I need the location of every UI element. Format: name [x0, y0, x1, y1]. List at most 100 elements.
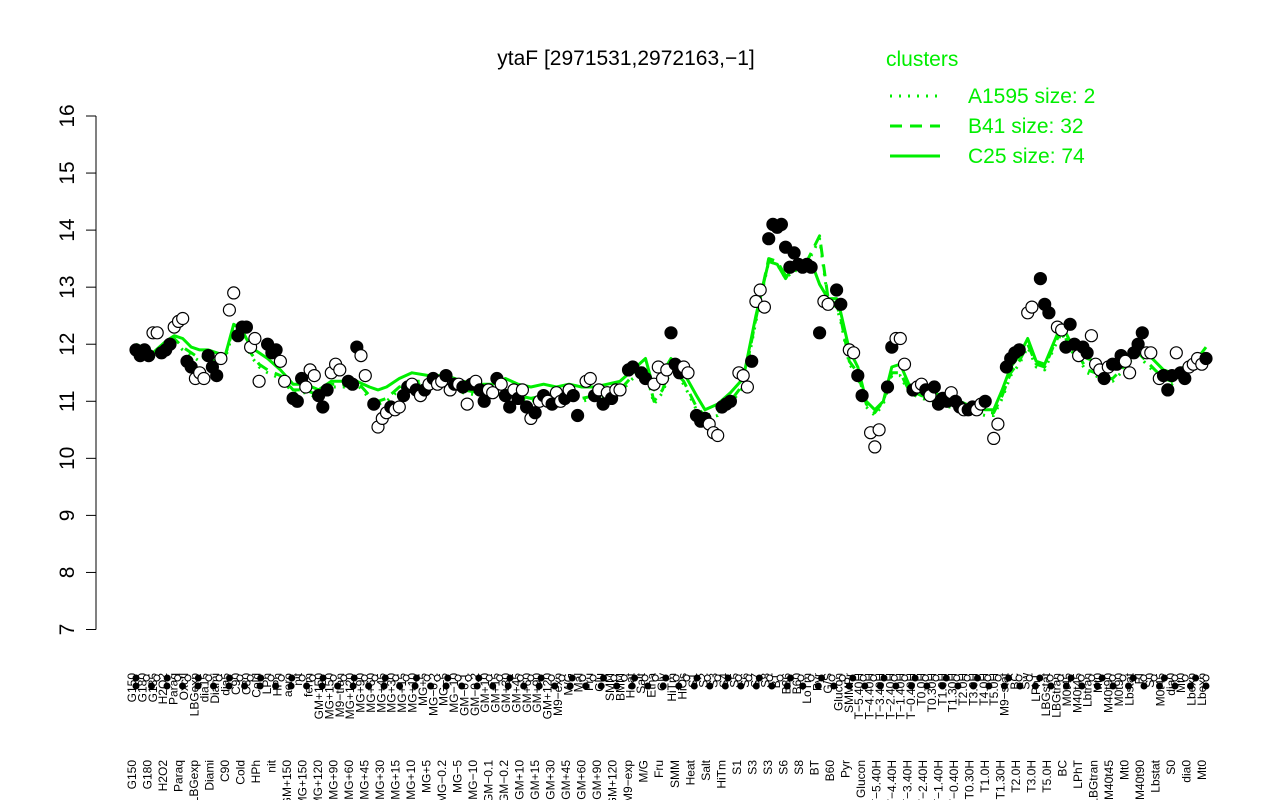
x-marker-top [361, 674, 368, 682]
x-marker-top [153, 674, 161, 682]
x-tick-label: LPhT [1071, 759, 1085, 788]
x-marker-bottom [551, 682, 559, 690]
x-marker-bottom [520, 682, 528, 690]
x-tick-label: GM+90 [530, 673, 544, 713]
x-marker-bottom [799, 682, 807, 690]
x-tick-label: T−3.40H [900, 760, 914, 800]
x-marker-bottom [675, 682, 683, 690]
data-point [1169, 346, 1183, 360]
legend-entry-c25: C25 size: 74 [968, 145, 1085, 168]
x-marker-bottom [690, 682, 698, 690]
x-tick-label: S6 [776, 760, 790, 775]
x-marker-top [703, 674, 711, 682]
x-marker-top [610, 674, 618, 682]
x-tick-label: S0 [1164, 760, 1178, 775]
data-point [142, 349, 156, 363]
data-point [1131, 337, 1145, 351]
x-marker-bottom [752, 682, 760, 690]
x-marker-top [142, 674, 150, 682]
x-marker-bottom [473, 682, 481, 690]
data-point [880, 380, 895, 394]
x-marker-bottom [907, 682, 915, 690]
x-marker-bottom [318, 682, 326, 690]
x-marker-top [911, 674, 919, 682]
legend-entry-b41: B41 size: 32 [968, 115, 1084, 138]
x-marker-top [994, 674, 1002, 682]
data-point [893, 331, 907, 346]
x-marker-bottom [659, 682, 667, 690]
data-point [176, 311, 190, 326]
x-tick-label: GM+10 [478, 673, 492, 713]
x-marker-top [579, 674, 587, 682]
x-marker-bottom [830, 682, 838, 690]
x-tick-label: MG+150 [322, 673, 336, 720]
x-marker-bottom [1000, 682, 1008, 690]
x-tick-label: S3 [761, 760, 775, 775]
x-marker-bottom [721, 682, 729, 690]
x-marker-bottom [644, 682, 652, 690]
x-marker-top [527, 674, 535, 682]
x-marker-top [433, 674, 441, 682]
x-marker-top [776, 674, 784, 682]
x-marker-bottom [597, 682, 605, 690]
x-marker-top [922, 674, 929, 682]
data-point [812, 326, 827, 340]
x-tick-label: S3 [745, 760, 759, 775]
x-marker-top [1005, 674, 1013, 682]
x-marker-bottom [132, 682, 140, 690]
series-line-b41 [135, 234, 1208, 417]
x-tick-label: GM+60 [575, 760, 589, 800]
data-point [1033, 272, 1048, 286]
x-marker-top [974, 674, 981, 682]
x-marker-top [537, 674, 545, 682]
x-marker-top [807, 674, 815, 682]
x-tick-label: T−4.40H [885, 760, 899, 800]
x-marker-top [1057, 674, 1065, 682]
x-marker-top [340, 674, 348, 682]
x-marker-top [236, 674, 244, 682]
x-tick-label: MG−10 [447, 673, 461, 713]
data-point [320, 383, 334, 397]
x-marker-bottom [938, 682, 946, 690]
y-tick-label: 16 [56, 104, 79, 127]
x-marker-bottom [1078, 682, 1086, 690]
x-marker-top [880, 674, 888, 682]
x-tick-label: Pyr [838, 760, 852, 778]
y-tick-label: 13 [56, 275, 79, 298]
x-marker-bottom [256, 682, 264, 690]
x-marker-top [329, 674, 337, 682]
x-marker-top [787, 674, 794, 682]
x-tick-label: MG−5 [451, 760, 465, 793]
x-tick-label: Lbstat [1149, 759, 1163, 792]
x-marker-top [288, 674, 296, 682]
x-marker-top [1067, 674, 1075, 682]
x-marker-top [506, 674, 514, 682]
data-point [566, 389, 580, 403]
x-marker-bottom [442, 682, 450, 690]
x-marker-bottom [1016, 682, 1024, 690]
x-tick-label: T0.30H [962, 760, 976, 799]
x-tick-label: T−5.40H [869, 760, 883, 800]
data-point [583, 371, 597, 386]
data-point [460, 397, 474, 411]
x-marker-bottom [365, 682, 373, 690]
x-tick-label: GM−0.2 [497, 760, 511, 800]
x-marker-bottom [334, 682, 342, 690]
x-tick-label: Cold [234, 760, 248, 785]
x-tick-label: M40t45 [1102, 760, 1116, 800]
x-marker-bottom [706, 682, 714, 690]
data-point [927, 380, 941, 394]
data-point [486, 386, 500, 400]
x-tick-label: MG+45 [358, 760, 372, 800]
x-tick-label: GM+15 [528, 760, 542, 800]
x-marker-bottom [349, 682, 357, 690]
x-marker-top [693, 674, 701, 682]
x-marker-top [350, 674, 358, 682]
data-point [1080, 346, 1094, 360]
chart-title: ytaF [2971531,2972163,−1] [497, 47, 754, 70]
x-marker-bottom [303, 682, 311, 690]
x-marker-top [454, 674, 462, 682]
y-tick-label: 9 [56, 510, 79, 522]
x-tick-label: GM−0.1 [482, 760, 496, 800]
